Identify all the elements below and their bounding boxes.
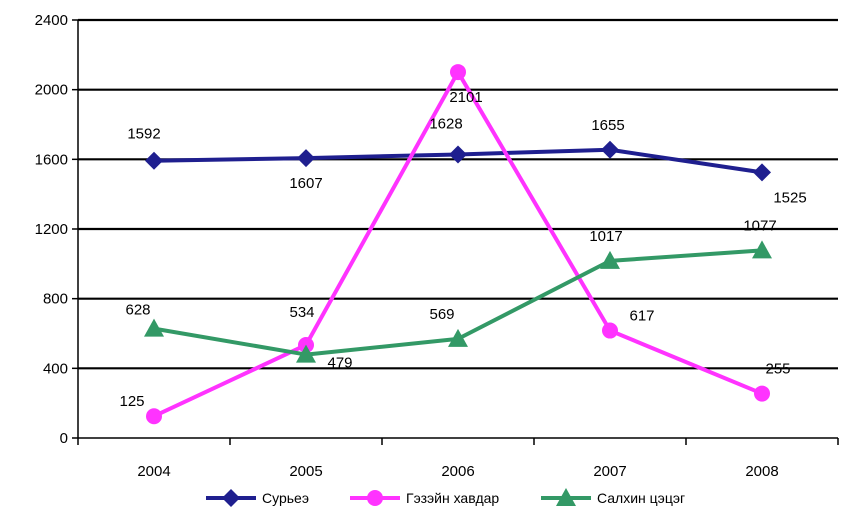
data-label-1-2004: 125 [119,393,144,410]
series-1-point-2008 [754,385,770,402]
series-0-point-2008 [753,163,771,182]
legend-marker-2 [556,488,576,506]
series-1-point-2004 [146,408,162,425]
x-tick-label-2006: 2006 [441,463,474,480]
x-axis: 2004 2005 2006 2007 2008 [77,437,839,480]
series-2-point-2005 [296,344,316,363]
x-tick-label-2004: 2004 [137,463,170,480]
series-2-point-2007 [600,250,620,269]
data-label-0-2007: 1655 [591,117,624,134]
legend-label-1: Гэзэйн хавдар [406,490,499,506]
series-1-point-2006 [450,64,466,81]
y-tick-label-1200: 1200 [35,221,68,238]
data-label-0-2008: 1525 [773,189,806,206]
series-group [144,64,772,425]
series-0-point-2004 [145,151,163,170]
data-label-2-2004: 628 [125,302,150,319]
data-label-2-2008: 1077 [743,217,776,234]
y-tick-label-1600: 1600 [35,151,68,168]
data-label-1-2005: 534 [289,304,314,321]
data-label-0-2006: 1628 [429,115,462,132]
y-tick-label-2000: 2000 [35,82,68,99]
data-label-2-2006: 569 [429,306,454,323]
x-tick-label-2007: 2007 [593,463,626,480]
series-0-point-2006 [449,145,467,164]
series-2-point-2006 [448,328,468,347]
x-tick-label-2005: 2005 [289,463,322,480]
legend: Сурьеэ Гэзэйн хавдар Салхин цэцэг [206,488,685,507]
data-label-2-2007: 1017 [589,228,622,245]
data-label-0-2004: 1592 [127,126,160,143]
y-tick-label-0: 0 [60,430,68,447]
legend-marker-1 [367,490,383,506]
y-tick-label-400: 400 [43,360,68,377]
data-label-2-2005: 479 [327,355,352,372]
data-label-0-2005: 1607 [289,175,322,192]
series-0-point-2007 [601,140,619,159]
y-tick-label-2400: 2400 [35,12,68,29]
series-2-point-2008 [752,240,772,259]
series-0-point-2005 [297,149,315,168]
data-label-1-2008: 255 [765,361,790,378]
data-label-1-2007: 617 [629,308,654,325]
series-2-point-2004 [144,318,164,337]
legend-label-2: Салхин цэцэг [597,490,685,506]
data-label-1-2006: 2101 [449,89,482,106]
legend-label-0: Сурьеэ [262,490,309,506]
x-tick-label-2008: 2008 [745,463,778,480]
legend-marker-0 [222,489,240,507]
y-tick-label-800: 800 [43,291,68,308]
data-labels: 1592 1607 1628 1655 1525 125 534 2101 617 255 628 4… [119,89,806,410]
series-1-point-2007 [602,322,618,339]
y-axis: 0 400 800 1200 1600 2000 2400 [35,12,79,447]
